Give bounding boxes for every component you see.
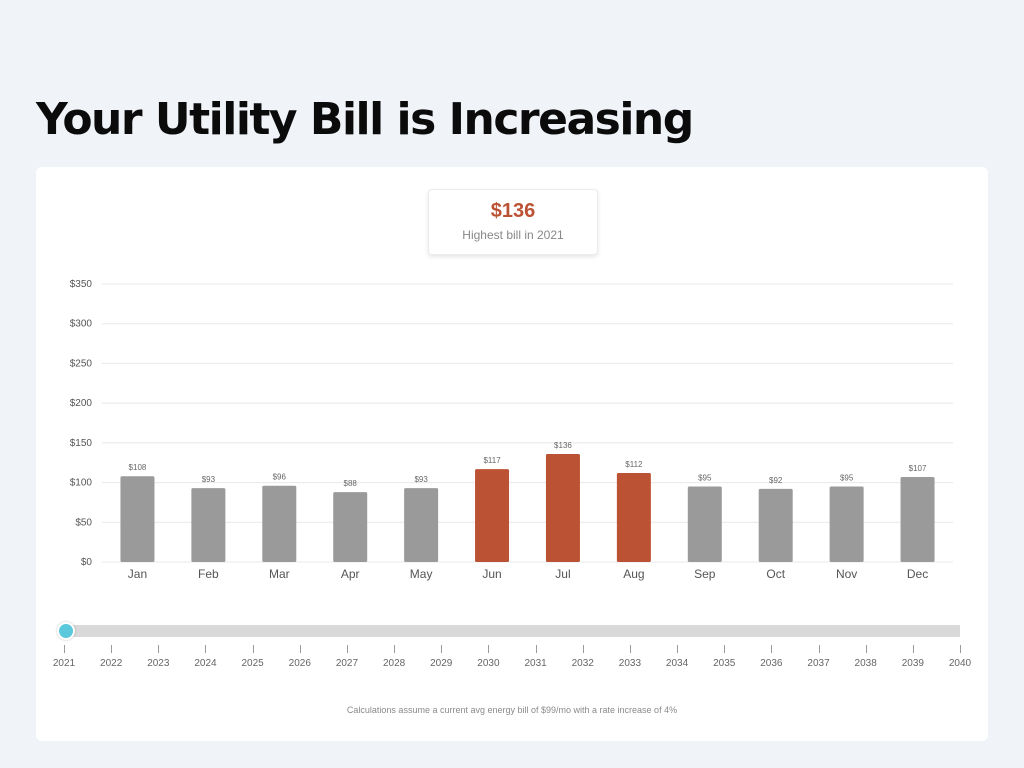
highest-bill-value: $136 (490, 200, 536, 222)
bar-value-label: $136 (554, 441, 572, 450)
bar-sep (687, 486, 722, 562)
slider-year-label[interactable]: 2032 (571, 658, 594, 669)
bar-aug (616, 473, 651, 562)
slider-tick (441, 645, 443, 653)
highest-bill-label: Highest bill in 2021 (462, 228, 564, 242)
slider-tick (629, 645, 631, 653)
slider-year-label[interactable]: 2034 (665, 658, 689, 669)
slider-tick (535, 645, 537, 653)
slider-year-label[interactable]: 2038 (854, 658, 877, 669)
bar-value-label: $95 (698, 474, 712, 483)
slider-tick (677, 645, 679, 653)
slider-tick (205, 645, 207, 653)
bar-value-label: $112 (625, 460, 643, 469)
slider-thumb[interactable] (57, 622, 75, 640)
bar-value-label: $92 (769, 476, 783, 485)
slider-tick (865, 645, 867, 653)
x-tick-label: Oct (766, 567, 785, 581)
x-tick-label: Jan (128, 567, 147, 581)
bar-value-label: $93 (414, 475, 428, 484)
slider-tick (299, 645, 301, 653)
bar-value-label: $96 (273, 473, 287, 482)
bar-mar (262, 485, 297, 562)
slider-tick (64, 645, 65, 653)
slider-year-label[interactable]: 2031 (524, 658, 547, 669)
bar-may (404, 488, 439, 562)
x-tick-label: Dec (907, 567, 928, 581)
slider-tick (582, 645, 584, 653)
highest-bill-callout: $136 Highest bill in 2021 (428, 189, 598, 255)
bar-value-label: $108 (129, 463, 147, 472)
bar-chart: $0 $50 $100 $150 $200 $250 $300 $350 $108 Jan $93 F… (70, 279, 953, 581)
slider-year-label[interactable]: 2024 (194, 658, 217, 669)
slider-year-label[interactable]: 2037 (807, 658, 830, 669)
slider-track[interactable] (64, 625, 960, 637)
bar-jun (475, 469, 510, 562)
chart-card: $136 Highest bill in 2021 $0 $50 $100 $150 $… (36, 167, 988, 741)
bar-value-label: $95 (840, 474, 854, 483)
y-tick-label: $100 (70, 478, 93, 489)
x-tick-label: Nov (836, 567, 857, 581)
slider-year-label[interactable]: 2025 (241, 658, 264, 669)
x-tick-label: Aug (623, 567, 644, 581)
bar-value-label: $117 (483, 456, 501, 465)
slider-tick (818, 645, 820, 653)
slider-year-label[interactable]: 2030 (477, 658, 500, 669)
slider-year-label[interactable]: 2023 (147, 658, 170, 669)
bar-value-label: $88 (344, 479, 358, 488)
slider-tick (724, 645, 726, 653)
slider-tick (346, 645, 348, 653)
slider-year-label[interactable]: 2040 (948, 658, 972, 669)
slider-year-label[interactable]: 2027 (335, 658, 359, 669)
x-tick-label: Sep (694, 567, 716, 581)
x-tick-label: May (410, 567, 433, 581)
bar-value-label: $107 (909, 464, 927, 473)
slider-tick (111, 645, 113, 653)
x-tick-label: Apr (341, 567, 360, 581)
slider-tick (252, 645, 254, 653)
bar-dec (900, 477, 935, 562)
slider-tick (158, 645, 160, 653)
y-tick-label: $200 (70, 398, 93, 409)
slider-year-label[interactable]: 2022 (100, 658, 123, 669)
year-slider[interactable]: 2021 2022 2023 2024 2025 2026 2027 2028 2029 2030… (53, 617, 971, 677)
slider-year-label[interactable]: 2026 (288, 658, 311, 669)
y-tick-label: $150 (70, 438, 93, 449)
slider-tick (394, 645, 396, 653)
slider-year-label[interactable]: 2021 (52, 658, 76, 669)
slider-year-label[interactable]: 2029 (430, 658, 453, 669)
slider-tick (488, 645, 490, 653)
y-tick-label: $250 (70, 358, 93, 369)
x-tick-label: Jul (555, 567, 570, 581)
slider-year-label[interactable]: 2028 (382, 658, 406, 669)
y-tick-label: $300 (70, 319, 93, 330)
y-tick-label: $0 (81, 557, 93, 568)
slider-year-label[interactable]: 2039 (901, 658, 924, 669)
bar-oct (758, 488, 793, 562)
bar-feb (191, 488, 226, 562)
slider-tick (912, 645, 914, 653)
x-tick-label: Feb (198, 567, 219, 581)
page-title: Your Utility Bill is Increasing (36, 94, 694, 145)
slider-year-label[interactable]: 2035 (713, 658, 736, 669)
slider-year-label[interactable]: 2036 (760, 658, 783, 669)
bar-nov (829, 486, 864, 562)
y-tick-label: $50 (75, 517, 92, 528)
bar-jul (545, 453, 580, 562)
slider-year-label[interactable]: 2033 (618, 658, 642, 669)
x-tick-label: Mar (269, 567, 290, 581)
x-tick-label: Jun (482, 567, 501, 581)
y-tick-label: $350 (70, 279, 93, 290)
bar-value-label: $93 (202, 475, 216, 484)
bar-apr (333, 492, 368, 562)
footnote: Calculations assume a current avg energy… (346, 705, 678, 715)
bar-jan (120, 476, 155, 562)
slider-tick (771, 645, 773, 653)
slider-tick (960, 645, 961, 653)
